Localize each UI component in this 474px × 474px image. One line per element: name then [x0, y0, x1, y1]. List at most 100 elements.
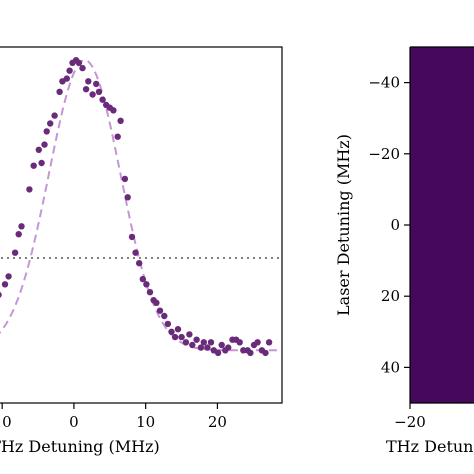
data-point: [93, 80, 100, 88]
heatmap-cell: [469, 196, 474, 205]
heatmap-cell: [469, 153, 474, 162]
heatmap-cell: [449, 260, 460, 269]
heatmap-cell: [449, 89, 460, 98]
heatmap-cell: [429, 274, 441, 283]
heatmap-cell: [419, 210, 431, 219]
heatmap-cell: [469, 246, 474, 254]
heatmap-cell: [469, 189, 474, 197]
data-point: [121, 175, 129, 183]
heatmap-cell: [459, 239, 470, 247]
x-tick-label: 10: [136, 413, 155, 431]
heatmap-cell: [410, 360, 421, 368]
heatmap-cell: [419, 395, 431, 403]
heatmap-cell: [469, 346, 474, 354]
heatmap-cell: [469, 353, 474, 361]
heatmap-cell: [429, 346, 441, 354]
heatmap-cell: [429, 175, 441, 183]
heatmap-cell: [419, 139, 431, 148]
heatmap-cell: [410, 89, 421, 98]
heatmap-cell: [439, 175, 450, 183]
heatmap-cell: [419, 118, 431, 126]
data-point: [171, 333, 179, 341]
heatmap-cell: [429, 75, 441, 83]
data-point: [35, 146, 42, 153]
heatmap-cell: [410, 374, 421, 383]
heatmap-cell: [469, 203, 474, 212]
heatmap-cell: [410, 381, 421, 390]
heatmap-cell: [419, 103, 431, 112]
heatmap-cell: [429, 160, 441, 169]
heatmap-cell: [459, 324, 470, 333]
heatmap-cell: [410, 338, 421, 347]
data-point: [128, 233, 136, 241]
data-point: [15, 231, 22, 238]
heatmap-cell: [439, 89, 450, 98]
heatmap-cell: [410, 175, 421, 183]
heatmap-cell: [449, 267, 460, 276]
heatmap-cell: [419, 168, 431, 176]
data-point: [63, 75, 70, 82]
heatmap-cell: [449, 125, 460, 133]
heatmap-cell: [419, 125, 431, 133]
heatmap-cell: [449, 239, 460, 247]
heatmap-cell: [439, 274, 450, 283]
data-point: [236, 339, 243, 346]
heatmap-cell: [429, 125, 441, 133]
data-point: [153, 299, 160, 306]
heatmap-cell: [449, 395, 460, 403]
heatmap-cell: [449, 289, 460, 297]
data-point: [197, 344, 205, 351]
heatmap-cell: [469, 289, 474, 297]
heatmap-cell: [459, 395, 470, 403]
heatmap-cell: [410, 260, 421, 269]
data-point: [41, 141, 48, 148]
heatmap-cell: [439, 281, 450, 290]
heatmap-cell: [469, 68, 474, 76]
heatmap-cell: [429, 47, 441, 55]
heatmap-cell: [469, 260, 474, 269]
heatmap-cell: [410, 246, 421, 254]
data-point: [247, 349, 254, 357]
heatmap-cell: [419, 289, 431, 297]
heatmap-cell: [429, 303, 441, 311]
heatmap-cell: [449, 54, 460, 62]
heatmap-cell: [419, 367, 431, 375]
heatmap-cell: [429, 139, 441, 148]
heatmap-cell: [429, 54, 441, 62]
heatmap-cell: [459, 210, 470, 219]
heatmap-cell: [469, 239, 474, 247]
heatmap-cell: [459, 189, 470, 197]
heatmap-cell: [439, 196, 450, 205]
heatmap-cell: [449, 274, 460, 283]
heatmap-cell: [449, 153, 460, 162]
heatmap-cell: [439, 232, 450, 240]
x-tick-label: 0: [69, 413, 79, 431]
data-point: [182, 339, 190, 346]
heatmap-cell: [449, 381, 460, 390]
heatmap-cell: [439, 310, 450, 318]
heatmap-cell: [449, 96, 460, 105]
heatmap-cell: [459, 96, 470, 105]
data-point: [265, 339, 273, 346]
heatmap-cell: [449, 182, 460, 190]
heatmap-cell: [469, 47, 474, 55]
heatmap-cell: [429, 61, 441, 69]
x-tick-label: 20: [208, 413, 227, 431]
heatmap-cell: [459, 82, 470, 91]
heatmap-cell: [419, 353, 431, 361]
heatmap-cell: [429, 146, 441, 155]
heatmap-cell: [419, 281, 431, 290]
heatmap-cell: [459, 118, 470, 126]
heatmap-cell: [449, 303, 460, 311]
heatmap-cell: [459, 89, 470, 98]
heatmap-cell: [429, 103, 441, 112]
heatmap-cell: [459, 267, 470, 276]
data-point: [26, 186, 33, 193]
heatmap-cell: [429, 395, 441, 403]
heatmap-cell: [469, 111, 474, 119]
heatmap-cell: [419, 338, 431, 347]
heatmap-cell: [429, 203, 441, 212]
heatmap-cell: [439, 75, 450, 83]
heatmap-cell: [459, 168, 470, 176]
data-point: [11, 249, 19, 256]
